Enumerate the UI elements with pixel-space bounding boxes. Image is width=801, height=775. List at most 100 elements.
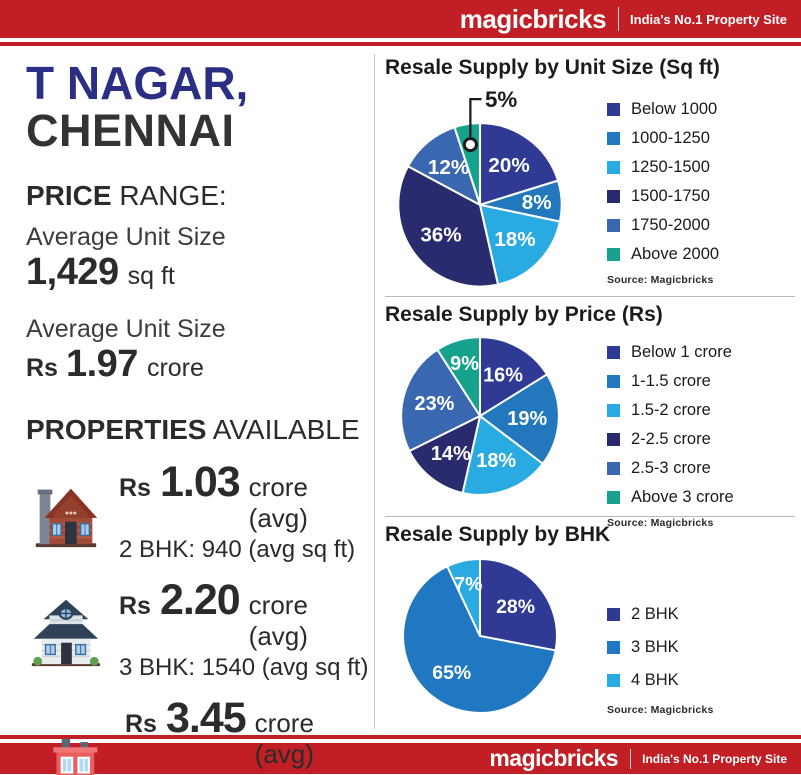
pie-slice: [408, 415, 481, 494]
legend-item: 1750-2000: [607, 216, 719, 235]
bottom-rule: [0, 735, 801, 739]
pie-slice-label: 18%: [494, 228, 535, 251]
pie-slice: [479, 336, 548, 417]
legend-item: 2.5-3 crore: [607, 459, 734, 478]
currency: Rs: [119, 474, 151, 502]
legend-item: 2 BHK: [607, 605, 714, 624]
pie-slice: [436, 336, 481, 417]
chart-title: Resale Supply by Unit Size (Sq ft): [385, 56, 720, 79]
brand-tagline: India's No.1 Property Site: [642, 751, 787, 766]
legend-label: Above 2000: [631, 245, 720, 263]
pie-slice-label: 8%: [522, 191, 552, 214]
top-rule: [0, 42, 801, 46]
currency: Rs: [125, 710, 157, 738]
pie-slice-label: 36%: [420, 223, 461, 246]
legend-swatch-icon: [607, 491, 620, 504]
pie-slice-label: 20%: [488, 154, 529, 177]
pie-slice-label: 18%: [476, 450, 516, 472]
pie-slice-label: 14%: [431, 443, 471, 465]
property-detail: 4 BHK: 2310 (avg sq ft): [125, 772, 374, 775]
header-bar: magicbricks India's No.1 Property Site: [0, 0, 801, 38]
legend-item: Above 3 crore: [607, 488, 734, 507]
two-storey-house-icon: [26, 592, 104, 670]
legend-item: 1250-1500: [607, 158, 719, 177]
pie-slice: [478, 203, 562, 286]
price-value: 3.45: [165, 694, 247, 742]
pie-slice: [461, 415, 544, 496]
main-content: T NAGAR, CHENNAI PRICE RANGE: Average Un…: [0, 46, 801, 775]
price-unit: crore (avg): [248, 590, 308, 651]
apartment-building-icon: [26, 721, 110, 775]
brand-divider: [618, 7, 620, 31]
unit-size-pie-chart: 20% 8% 18% 36% 12% 5%: [397, 87, 563, 288]
pie-slice: [406, 126, 482, 206]
brand-tagline: India's No.1 Property Site: [630, 11, 787, 27]
price-value: 2.20: [159, 576, 241, 624]
location-title: T NAGAR, CHENNAI: [26, 59, 374, 155]
legend-item: 2-2.5 crore: [607, 430, 734, 449]
legend-swatch-icon: [607, 248, 620, 261]
legend-label: 1750-2000: [631, 216, 710, 234]
avg-unit-size-stat: Average Unit Size 1,429 sq ft: [26, 223, 374, 293]
chart-title: Resale Supply by Price (Rs): [385, 303, 663, 326]
legend-label: 1500-1750: [631, 187, 710, 205]
legend-label: 1-1.5 crore: [631, 372, 711, 390]
chart-section-bhk: Resale Supply by BHK 28% 65% 7% 2 BHK 3 BHK…: [385, 516, 795, 731]
pie-slice-label: 7%: [454, 573, 482, 595]
pie-slice: [400, 348, 481, 453]
pie-slice-label: 16%: [483, 364, 523, 386]
callout-marker-icon: [462, 137, 478, 153]
property-row-2bhk: Rs 1.03 crore (avg) 2 BHK: 940 (avg sq f…: [26, 461, 374, 564]
price-line: Rs 2.20 crore (avg): [119, 579, 374, 652]
legend-swatch-icon: [607, 219, 620, 232]
legend-label: 4 BHK: [631, 671, 679, 689]
price-pie-chart: 16% 19% 18%14% 23% 9%: [400, 336, 560, 496]
magicbricks-logo: magicbricks: [489, 745, 619, 771]
legend-label: 2 BHK: [631, 605, 679, 623]
property-row-3bhk: Rs 2.20 crore (avg) 3 BHK: 1540 (avg sq …: [26, 579, 374, 682]
pie-slice: [478, 122, 560, 206]
legend-swatch-icon: [607, 132, 620, 145]
legend-swatch-icon: [607, 375, 620, 388]
pie-slice-label: 65%: [432, 662, 471, 684]
stat-prefix: Rs: [26, 354, 58, 383]
legend-label: 2-2.5 crore: [631, 430, 711, 448]
footer-bar: magicbricks India's No.1 Property Site: [0, 743, 801, 774]
stat-value: 1.97: [65, 343, 138, 386]
pie-slice: [479, 373, 560, 465]
currency: Rs: [119, 592, 151, 620]
pie-slice-label: 28%: [496, 596, 535, 618]
legend-label: 1000-1250: [631, 129, 710, 147]
legend-item: Below 1 crore: [607, 343, 734, 362]
chart-section-price: Resale Supply by Price (Rs) 16% 19% 18% 14%…: [385, 296, 795, 529]
legend-item: 1-1.5 crore: [607, 372, 734, 391]
legend-swatch-icon: [607, 161, 620, 174]
brand-divider: [630, 748, 632, 769]
price-line: Rs 1.03 crore (avg): [119, 461, 374, 534]
price-unit: crore (avg): [254, 708, 314, 769]
magicbricks-logo: magicbricks: [459, 3, 607, 34]
legend-item: 1500-1750: [607, 187, 719, 206]
legend-item: Below 1000: [607, 100, 719, 119]
legend-item: Above 2000: [607, 245, 719, 264]
property-row-4bhk: Rs 3.45 crore (avg) 4 BHK: 2310 (avg sq …: [26, 697, 374, 775]
legend-swatch-icon: [607, 608, 620, 621]
legend-swatch-icon: [607, 404, 620, 417]
pie-slice: [479, 558, 558, 652]
properties-heading: PROPERTIES AVAILABLE: [26, 414, 360, 446]
bhk-pie-chart: 28% 65% 7%: [402, 558, 558, 714]
legend-swatch-icon: [607, 346, 620, 359]
pie-slice-label: 19%: [507, 408, 547, 430]
chart-section-unit-size: Resale Supply by Unit Size (Sq ft) 20% 8%…: [385, 46, 795, 296]
pie-slice: [402, 565, 557, 714]
column-divider: [374, 54, 375, 729]
property-detail: 2 BHK: 940 (avg sq ft): [119, 536, 356, 563]
pie-slice-label: 5%: [485, 87, 517, 112]
price-value: 1.03: [159, 458, 241, 506]
legend-label: 2.5-3 crore: [631, 459, 711, 477]
legend-item: 3 BHK: [607, 638, 714, 657]
single-storey-house-icon: [26, 474, 104, 552]
summary-column: T NAGAR, CHENNAI PRICE RANGE: Average Un…: [0, 46, 374, 775]
unit-size-legend: Below 1000 1000-1250 1250-1500 1500-1750 175…: [607, 82, 719, 291]
